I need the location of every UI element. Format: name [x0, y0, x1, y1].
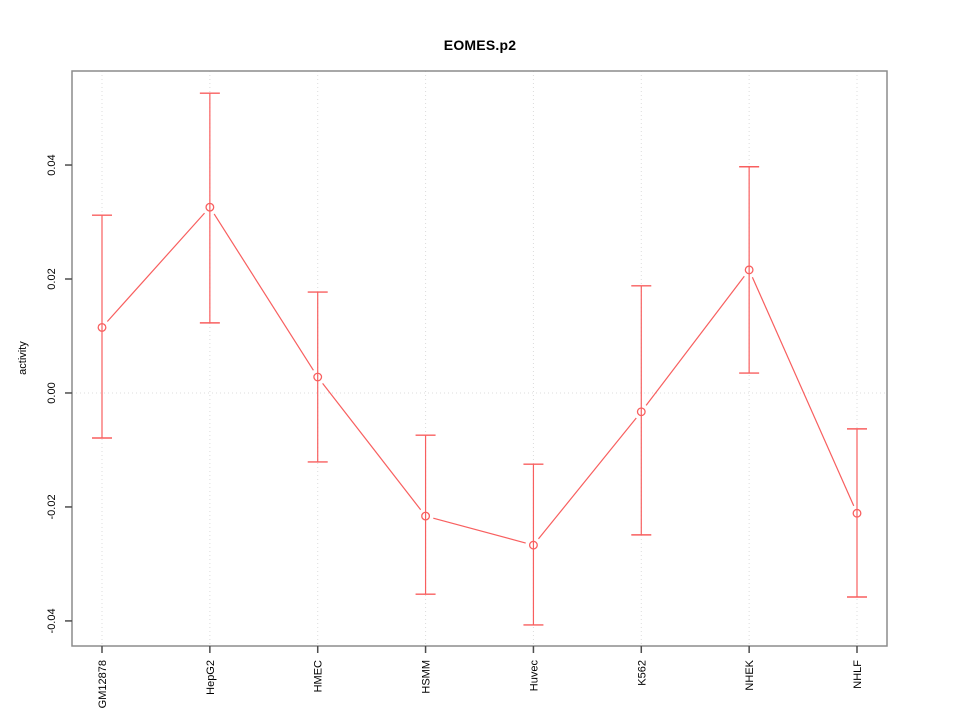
- y-tick-label: 0.00: [46, 382, 58, 403]
- x-tick-label: NHLF: [852, 660, 864, 689]
- series-segment: [213, 213, 314, 371]
- x-tick-label: HepG2: [205, 660, 217, 695]
- data-point-marker: [852, 508, 862, 518]
- x-tick-label: Huvec: [528, 660, 540, 692]
- y-tick-label: -0.04: [46, 608, 58, 633]
- data-point-marker: [636, 407, 646, 417]
- x-tick-label: NHEK: [744, 659, 756, 690]
- series-segment: [433, 517, 526, 544]
- data-point-marker: [313, 372, 323, 382]
- data-point-marker: [421, 511, 431, 521]
- chart-title: EOMES.p2: [443, 37, 517, 53]
- y-tick-label: 0.04: [46, 154, 58, 175]
- data-point-marker: [205, 202, 215, 212]
- data-point-marker: [744, 265, 754, 275]
- y-tick-label: 0.02: [46, 268, 58, 289]
- series-segment: [645, 275, 745, 406]
- series-segment: [106, 212, 205, 322]
- data-point-marker: [528, 540, 538, 550]
- series-segment: [537, 417, 637, 540]
- x-tick-label: HSMM: [421, 660, 433, 694]
- x-tick-label: HMEC: [313, 660, 325, 692]
- plot-area-box: [71, 70, 888, 647]
- x-tick-label: GM12878: [97, 660, 109, 708]
- y-tick-label: -0.02: [46, 494, 58, 519]
- x-tick-label: K562: [636, 660, 648, 686]
- series-segment: [322, 382, 422, 511]
- data-point-marker: [97, 322, 107, 332]
- series-segment: [751, 276, 855, 507]
